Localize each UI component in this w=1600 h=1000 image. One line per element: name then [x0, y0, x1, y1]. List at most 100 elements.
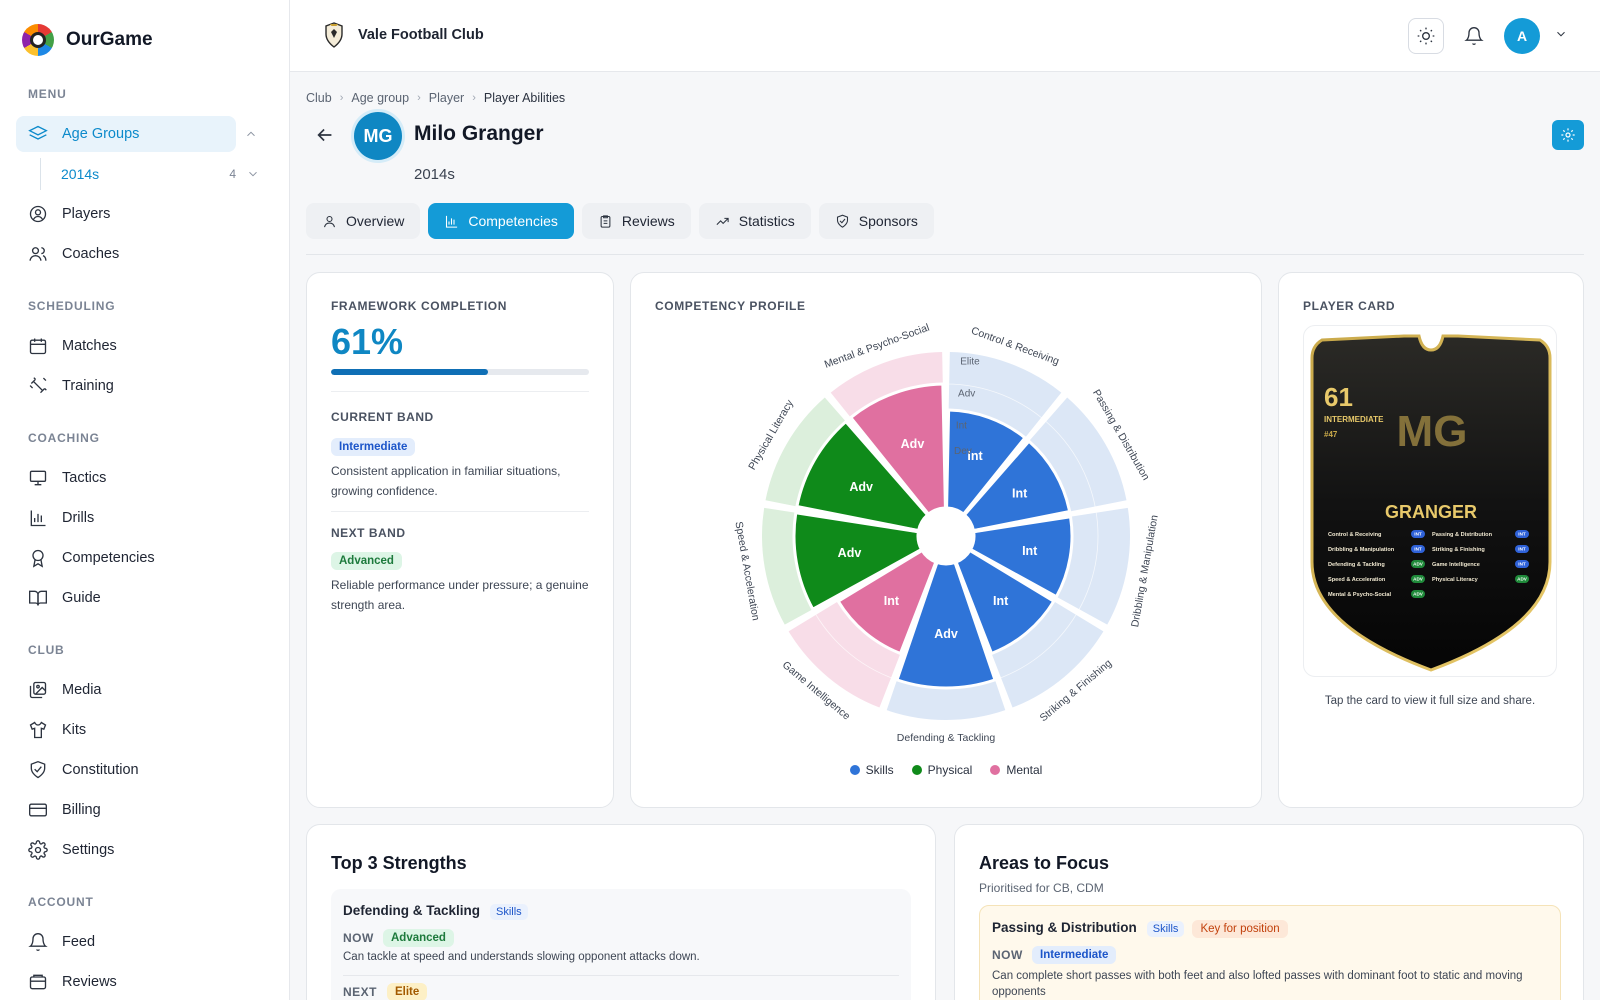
card-row-label: Dribbling & Manipulation [1328, 547, 1395, 553]
sidebar-item-matches[interactable]: Matches [16, 328, 266, 364]
app-logo[interactable]: OurGame [22, 24, 153, 56]
chevron-down-icon[interactable] [246, 167, 260, 181]
sidebar-item-coaches[interactable]: Coaches [16, 236, 266, 272]
card-row-badge [1411, 575, 1425, 583]
card-row-badge [1411, 590, 1425, 598]
section-coaching: COACHING [28, 431, 100, 445]
section-club: CLUB [28, 643, 65, 657]
completion-percent: 61% [331, 321, 404, 362]
polar-category-label: Speed & Acceleration [732, 521, 761, 622]
next-band-title: NEXT BAND [331, 526, 406, 540]
club-selector[interactable]: Vale Football Club [324, 22, 484, 48]
sidebar-subitem-2014s[interactable]: 2014s 4 [40, 158, 266, 190]
chevron-up-icon[interactable] [244, 127, 258, 141]
credit-card-icon [28, 800, 48, 820]
strength-name: Defending & Tackling [343, 903, 481, 918]
bar-chart-icon [446, 215, 458, 228]
tab-reviews[interactable]: Reviews [581, 203, 691, 239]
divider [331, 511, 589, 512]
chevron-down-icon[interactable] [1554, 27, 1568, 46]
breadcrumb-item[interactable]: Club [306, 91, 332, 105]
user-avatar[interactable]: A [1504, 18, 1540, 54]
section-account: ACCOUNT [28, 895, 94, 909]
sidebar-item-age-groups[interactable]: Age Groups [16, 116, 255, 152]
clipboard-icon [28, 972, 48, 992]
breadcrumb-item[interactable]: Player [428, 91, 465, 105]
settings-button[interactable] [1552, 120, 1584, 150]
focus-item: Passing & Distribution Skills Key for posi… [979, 905, 1561, 1000]
tab-sponsors[interactable]: Sponsors [818, 203, 934, 239]
tab-statistics[interactable]: Statistics [698, 203, 811, 239]
sidebar-item-tactics[interactable]: Tactics [16, 460, 266, 496]
chart-legend: Skills Physical Mental [631, 763, 1261, 777]
card-row-label: Mental & Psycho-Social [1328, 592, 1392, 598]
sidebar-item-label: Kits [62, 722, 87, 738]
polar-ring-label: Dev [954, 446, 972, 457]
focus-title: Areas to Focus [979, 853, 1110, 873]
polar-separator [962, 392, 1068, 516]
card-row-badge-label: ADV [1413, 577, 1424, 582]
breadcrumb: Club › Age group › Player › Player Abili… [306, 91, 565, 105]
user-circle-icon [28, 204, 48, 224]
sidebar-item-billing[interactable]: Billing [16, 792, 266, 828]
now-label: NOW [343, 931, 374, 945]
now-label: NOW [992, 948, 1023, 962]
card-row-badge [1515, 530, 1529, 538]
sidebar-item-drills[interactable]: Drills [16, 500, 266, 536]
player-age-group: 2014s [414, 166, 455, 183]
tab-overview[interactable]: Overview [306, 203, 421, 239]
theme-toggle-button[interactable] [1408, 18, 1444, 54]
sidebar-item-feed[interactable]: Feed [16, 924, 266, 960]
notifications-button[interactable] [1458, 20, 1490, 52]
tab-label: Competencies [468, 213, 558, 229]
legend-swatch [990, 765, 1001, 775]
breadcrumb-item[interactable]: Age group [351, 91, 410, 105]
handshake-icon [836, 214, 848, 228]
completion-progress-bar [331, 369, 589, 375]
card-row-badge [1411, 530, 1425, 538]
key-position-tag: Key for position [1192, 920, 1288, 938]
sidebar-item-reviews[interactable]: Reviews [16, 964, 266, 1000]
legend-swatch [849, 765, 860, 775]
page-title: Milo Granger [414, 122, 544, 145]
sidebar-item-label: Coaches [62, 246, 120, 262]
focus-item-title: Passing & Distribution Skills Key for posi… [992, 920, 1288, 938]
sidebar-item-label: Players [62, 206, 111, 222]
sidebar-item-players[interactable]: Players [16, 196, 266, 232]
card-row-label: Passing & Distribution [1432, 532, 1493, 538]
card-title: PLAYER CARD [1303, 299, 1396, 313]
card-band: INTERMEDIATE [1324, 415, 1384, 424]
sidebar-item-media[interactable]: Media [16, 672, 266, 708]
now-description: Can complete short passes with both feet… [992, 970, 1523, 998]
strengths-title: Top 3 Strengths [331, 853, 467, 873]
polar-category-label: Defending & Tackling [897, 732, 996, 744]
back-button[interactable] [314, 124, 336, 146]
sidebar-item-guide[interactable]: Guide [16, 580, 266, 616]
club-name: Vale Football Club [358, 27, 484, 43]
polar-ring-label: Elite [960, 356, 980, 367]
sidebar-item-label: Training [62, 378, 114, 394]
sidebar-item-constitution[interactable]: Constitution [16, 752, 266, 788]
sidebar-item-label: Competencies [62, 550, 155, 566]
player-card[interactable]: 61 INTERMEDIATE #47 MG GRANGER Control &… [1303, 325, 1557, 677]
polar-separator [762, 501, 919, 534]
legend-label: Skills [865, 763, 894, 777]
book-open-icon [28, 588, 48, 608]
polar-separator [953, 561, 1012, 712]
polar-separator [824, 392, 930, 516]
sidebar-item-training[interactable]: Training [16, 368, 266, 404]
tab-competencies[interactable]: Competencies [428, 203, 574, 239]
framework-completion-card: FRAMEWORK COMPLETION 61% CURRENT BAND In… [306, 272, 614, 808]
sidebar-item-competencies[interactable]: Competencies [16, 540, 266, 576]
player-card-graphic: 61 INTERMEDIATE #47 MG GRANGER Control &… [1310, 334, 1552, 672]
tab-label: Statistics [738, 213, 795, 229]
polar-ring-label: Adv [958, 388, 975, 399]
polar-category-label: Dribbling & Manipulation [1129, 514, 1161, 628]
sidebar-subitem-label: 2014s [61, 166, 100, 182]
sidebar-item-settings[interactable]: Settings [16, 832, 266, 868]
card-row-badge-label: INT [1518, 532, 1526, 537]
sidebar-item-kits[interactable]: Kits [16, 712, 266, 748]
current-band-badge: Intermediate [331, 438, 416, 456]
sidebar-item-label: Age Groups [62, 126, 140, 142]
current-band-title: CURRENT BAND [331, 410, 434, 424]
